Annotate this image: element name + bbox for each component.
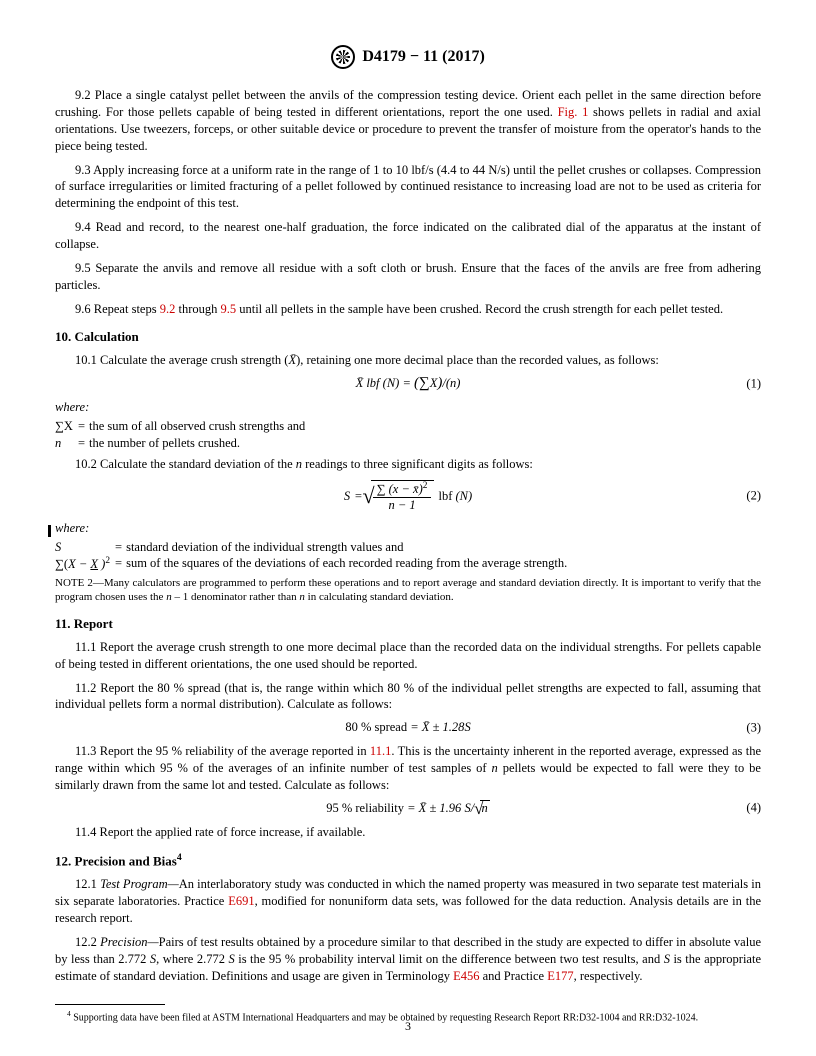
link-e177[interactable]: E177 — [547, 969, 573, 983]
para-11-4: 11.4 Report the applied rate of force in… — [55, 824, 761, 841]
equation-2: S = √ ∑ (x − x̄)2 n − 1 lbf (N) (2) — [55, 480, 761, 513]
para-11-3: 11.3 Report the 95 % reliability of the … — [55, 743, 761, 794]
equation-3: 80 % spread = X̄ ± 1.28S (3) — [55, 720, 761, 735]
para-11-1: 11.1 Report the average crush strength t… — [55, 639, 761, 673]
link-step-9-5[interactable]: 9.5 — [220, 302, 236, 316]
page-header: D4179 − 11 (2017) — [55, 45, 761, 69]
eq-num-3: (3) — [746, 720, 761, 735]
link-fig-1[interactable]: Fig. 1 — [558, 105, 589, 119]
link-e691[interactable]: E691 — [228, 894, 254, 908]
link-e456[interactable]: E456 — [453, 969, 479, 983]
para-10-1: 10.1 Calculate the average crush strengt… — [55, 352, 761, 369]
section-11-title: 11. Report — [55, 616, 761, 632]
designation-title: D4179 − 11 (2017) — [362, 48, 484, 66]
para-9-2: 9.2 Place a single catalyst pellet betwe… — [55, 87, 761, 155]
change-bar — [48, 525, 51, 537]
footnote-rule — [55, 1004, 165, 1005]
equation-4: 95 % reliability = X̄ ± 1.96 S/√n (4) — [55, 801, 761, 816]
para-10-2: 10.2 Calculate the standard deviation of… — [55, 456, 761, 473]
section-12-title: 12. Precision and Bias4 — [55, 852, 761, 869]
para-9-3: 9.3 Apply increasing force at a uniform … — [55, 162, 761, 213]
para-12-1: 12.1 Test Program—An interlaboratory stu… — [55, 876, 761, 927]
section-10-title: 10. Calculation — [55, 329, 761, 345]
eq-num-1: (1) — [746, 376, 761, 391]
link-step-9-2[interactable]: 9.2 — [160, 302, 176, 316]
where-2: where: — [55, 521, 761, 536]
para-9-4: 9.4 Read and record, to the nearest one-… — [55, 219, 761, 253]
eq-num-2: (2) — [746, 489, 761, 504]
eq-num-4: (4) — [746, 801, 761, 816]
para-9-6: 9.6 Repeat steps 9.2 through 9.5 until a… — [55, 301, 761, 318]
equation-1: X̄ lbf (N) = (∑X)/(n) (1) — [55, 375, 761, 392]
astm-logo — [331, 45, 355, 69]
para-12-2: 12.2 Precision—Pairs of test results obt… — [55, 934, 761, 985]
note-2: NOTE 2—Many calculators are programmed t… — [55, 577, 761, 605]
where-1: where: — [55, 400, 761, 415]
para-11-2: 11.2 Report the 80 % spread (that is, th… — [55, 680, 761, 714]
page-number: 3 — [405, 1019, 411, 1034]
where-table-1: ∑X=the sum of all observed crush strengt… — [55, 418, 308, 451]
link-11-1[interactable]: 11.1 — [370, 744, 391, 758]
para-9-5: 9.5 Separate the anvils and remove all r… — [55, 260, 761, 294]
where-table-2: S=standard deviation of the individual s… — [55, 539, 570, 573]
